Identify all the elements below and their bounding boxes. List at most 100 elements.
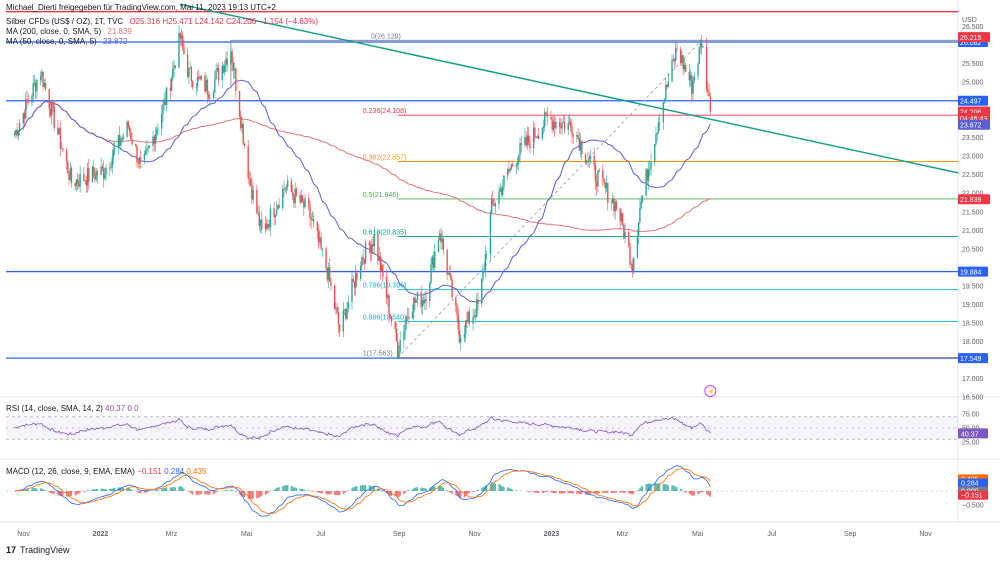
candle-body: [685, 65, 686, 72]
candle-body: [398, 351, 399, 357]
ma200-legend[interactable]: MA (200, close, 0, SMA, 5) 21.839: [6, 27, 136, 36]
macd-histogram-bar: [304, 490, 305, 491]
macd-histogram-bar: [681, 490, 682, 491]
macd-histogram-bar: [283, 486, 284, 491]
candle-body: [40, 76, 41, 80]
candle-body: [448, 273, 449, 275]
candle-body: [325, 249, 326, 269]
macd-histogram-bar: [345, 491, 346, 492]
macd-histogram-bar: [78, 491, 79, 494]
macd-histogram-bar: [130, 489, 131, 491]
candle-body: [553, 122, 554, 130]
symbol-title[interactable]: Silber CFDs (US$ / OZ), 1T, TVC: [6, 17, 123, 26]
candle-body: [511, 164, 512, 168]
rsi-legend[interactable]: RSI (14, close, SMA, 14, 2) 40.37 0 0: [6, 404, 139, 413]
ma50-legend[interactable]: MA (50, close, 0, SMA, 5) 23.872: [6, 37, 131, 46]
macd-histogram-bar: [282, 486, 283, 491]
candle-body: [441, 239, 442, 243]
macd-histogram-bar: [172, 487, 173, 491]
candle-body: [654, 144, 655, 162]
candle-body: [189, 67, 190, 68]
candle-body: [538, 136, 539, 138]
candle-body: [105, 168, 106, 175]
candle-body: [97, 171, 98, 175]
candle-body: [640, 201, 641, 208]
candle-body: [223, 66, 224, 73]
candle-body: [356, 273, 357, 279]
candle-body: [247, 146, 248, 178]
candle-body: [330, 282, 331, 286]
candle-body: [533, 128, 534, 149]
candle-body: [659, 123, 660, 124]
macd-histogram-bar: [398, 491, 399, 497]
candle-body: [547, 114, 548, 117]
macd-histogram-bar: [694, 491, 695, 495]
macd-histogram-bar: [508, 488, 509, 491]
candle-body: [145, 151, 146, 154]
macd-histogram-bar: [602, 491, 603, 493]
candle-body: [71, 168, 72, 183]
candle-body: [370, 245, 371, 253]
macd-histogram-bar: [287, 485, 288, 491]
macd-histogram-bar: [709, 491, 710, 496]
candle-body: [361, 257, 362, 266]
macd-histogram-bar: [343, 491, 344, 494]
macd-histogram-bar: [616, 491, 617, 492]
candle-body: [464, 334, 465, 338]
candle-body: [407, 317, 408, 318]
macd-histogram-bar: [292, 486, 293, 491]
macd-histogram-bar: [102, 489, 103, 491]
candle-body: [58, 128, 59, 134]
candle-body: [318, 231, 319, 242]
candle-body: [135, 144, 136, 146]
candle-body: [76, 179, 77, 186]
candle-body: [34, 83, 35, 84]
candle-body: [87, 168, 88, 186]
macd-histogram-bar: [510, 488, 511, 491]
macd-histogram-bar: [227, 490, 228, 491]
macd-histogram-bar: [291, 486, 292, 491]
candle-body: [577, 135, 578, 138]
candle-body: [41, 72, 42, 76]
candle-body: [560, 127, 561, 129]
candle-body: [303, 201, 304, 207]
candle-body: [277, 205, 278, 210]
macd-histogram-bar: [544, 491, 545, 492]
macd-histogram-bar: [110, 489, 111, 491]
macd-histogram-bar: [293, 487, 294, 491]
candle-body: [215, 71, 216, 79]
candle-body: [612, 198, 613, 202]
macd-histogram-bar: [182, 487, 183, 491]
macd-histogram-bar: [597, 491, 598, 494]
candle-body: [433, 256, 434, 267]
candle-body: [451, 280, 452, 298]
candle-body: [226, 59, 227, 65]
macd-histogram-bar: [230, 490, 231, 491]
candle-body: [590, 156, 591, 159]
candle-body: [673, 59, 674, 60]
macd-legend[interactable]: MACD (12, 26, close, 9, EMA, EMA) −0.151…: [6, 467, 206, 476]
macd-histogram-bar: [442, 487, 443, 491]
candle-body: [61, 148, 62, 149]
macd-histogram-bar: [183, 489, 184, 491]
macd-histogram-bar: [337, 491, 338, 495]
macd-histogram-bar: [313, 491, 314, 492]
macd-histogram-bar: [140, 491, 141, 493]
macd-histogram-bar: [365, 485, 366, 491]
candle-body: [79, 174, 80, 187]
macd-histogram-bar: [267, 491, 268, 493]
macd-histogram-bar: [327, 491, 328, 495]
macd-histogram-bar: [397, 491, 398, 497]
candle-body: [382, 264, 383, 276]
candle-body: [691, 75, 692, 94]
candle-body: [259, 212, 260, 226]
macd-histogram-bar: [538, 491, 539, 493]
candle-body: [329, 267, 330, 281]
macd-histogram-bar: [196, 491, 197, 495]
macd-histogram-bar: [319, 491, 320, 493]
candle-body: [146, 149, 147, 151]
macd-histogram-bar: [277, 487, 278, 491]
